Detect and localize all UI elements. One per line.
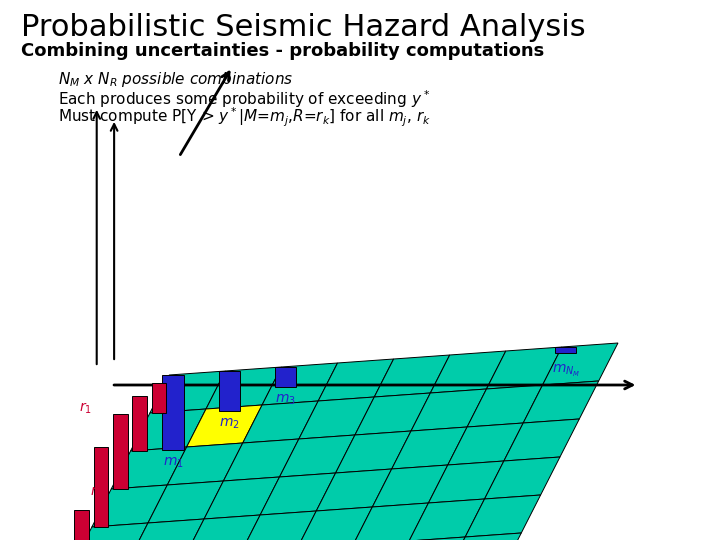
Polygon shape <box>316 469 392 511</box>
Polygon shape <box>411 389 487 431</box>
Polygon shape <box>523 381 598 423</box>
Bar <box>132 396 147 451</box>
Polygon shape <box>260 473 336 515</box>
Bar <box>555 347 577 353</box>
Polygon shape <box>167 443 243 485</box>
Bar <box>94 447 108 527</box>
Text: $m_1$: $m_1$ <box>163 456 184 470</box>
Polygon shape <box>409 499 485 540</box>
Polygon shape <box>336 431 411 473</box>
Polygon shape <box>223 439 299 481</box>
Text: Each produces some probability of exceeding $y^*$: Each produces some probability of exceed… <box>58 88 430 110</box>
Polygon shape <box>504 419 580 461</box>
Polygon shape <box>148 481 223 523</box>
Bar <box>163 375 184 450</box>
Text: $N_M$ x $N_R$ possible combinations: $N_M$ x $N_R$ possible combinations <box>58 70 294 89</box>
Text: $m_3$: $m_3$ <box>275 393 296 407</box>
Polygon shape <box>299 397 374 439</box>
Bar <box>74 510 89 540</box>
Polygon shape <box>111 447 186 489</box>
Polygon shape <box>428 461 504 503</box>
Polygon shape <box>390 537 465 540</box>
Text: Combining uncertainties - probability computations: Combining uncertainties - probability co… <box>22 42 544 60</box>
Polygon shape <box>353 503 428 540</box>
Polygon shape <box>185 515 260 540</box>
Text: $r_1$: $r_1$ <box>79 400 92 416</box>
Polygon shape <box>467 385 543 427</box>
Polygon shape <box>487 347 562 389</box>
Polygon shape <box>262 363 338 405</box>
Polygon shape <box>129 519 204 540</box>
Polygon shape <box>297 507 372 540</box>
Text: $m_2$: $m_2$ <box>219 417 240 431</box>
Polygon shape <box>465 495 541 537</box>
Text: Must compute P[Y > $y^*$|$M$=$m_j$,$R$=$r_k$] for all $m_j$, $r_k$: Must compute P[Y > $y^*$|$M$=$m_j$,$R$=$… <box>58 106 431 129</box>
Polygon shape <box>372 465 448 507</box>
Polygon shape <box>186 405 262 447</box>
Polygon shape <box>543 343 618 385</box>
Text: $r_{N_R}$: $r_{N_R}$ <box>90 485 109 502</box>
Text: $m_{N_M}$: $m_{N_M}$ <box>552 363 580 379</box>
Polygon shape <box>448 423 523 465</box>
Polygon shape <box>92 485 167 527</box>
Polygon shape <box>392 427 467 469</box>
Bar <box>152 383 166 413</box>
Polygon shape <box>130 409 206 451</box>
Polygon shape <box>150 371 225 413</box>
Polygon shape <box>206 367 282 409</box>
Text: Probabilistic Seismic Hazard Analysis: Probabilistic Seismic Hazard Analysis <box>22 13 586 42</box>
Bar <box>219 371 240 411</box>
Bar <box>274 367 296 387</box>
Polygon shape <box>446 533 521 540</box>
Polygon shape <box>355 393 431 435</box>
Polygon shape <box>485 457 560 499</box>
Polygon shape <box>318 359 394 401</box>
Polygon shape <box>243 401 318 443</box>
Polygon shape <box>374 355 450 397</box>
Polygon shape <box>73 523 148 540</box>
Polygon shape <box>431 351 506 393</box>
Polygon shape <box>279 435 355 477</box>
Bar <box>113 414 127 489</box>
Polygon shape <box>204 477 279 519</box>
Polygon shape <box>240 511 316 540</box>
